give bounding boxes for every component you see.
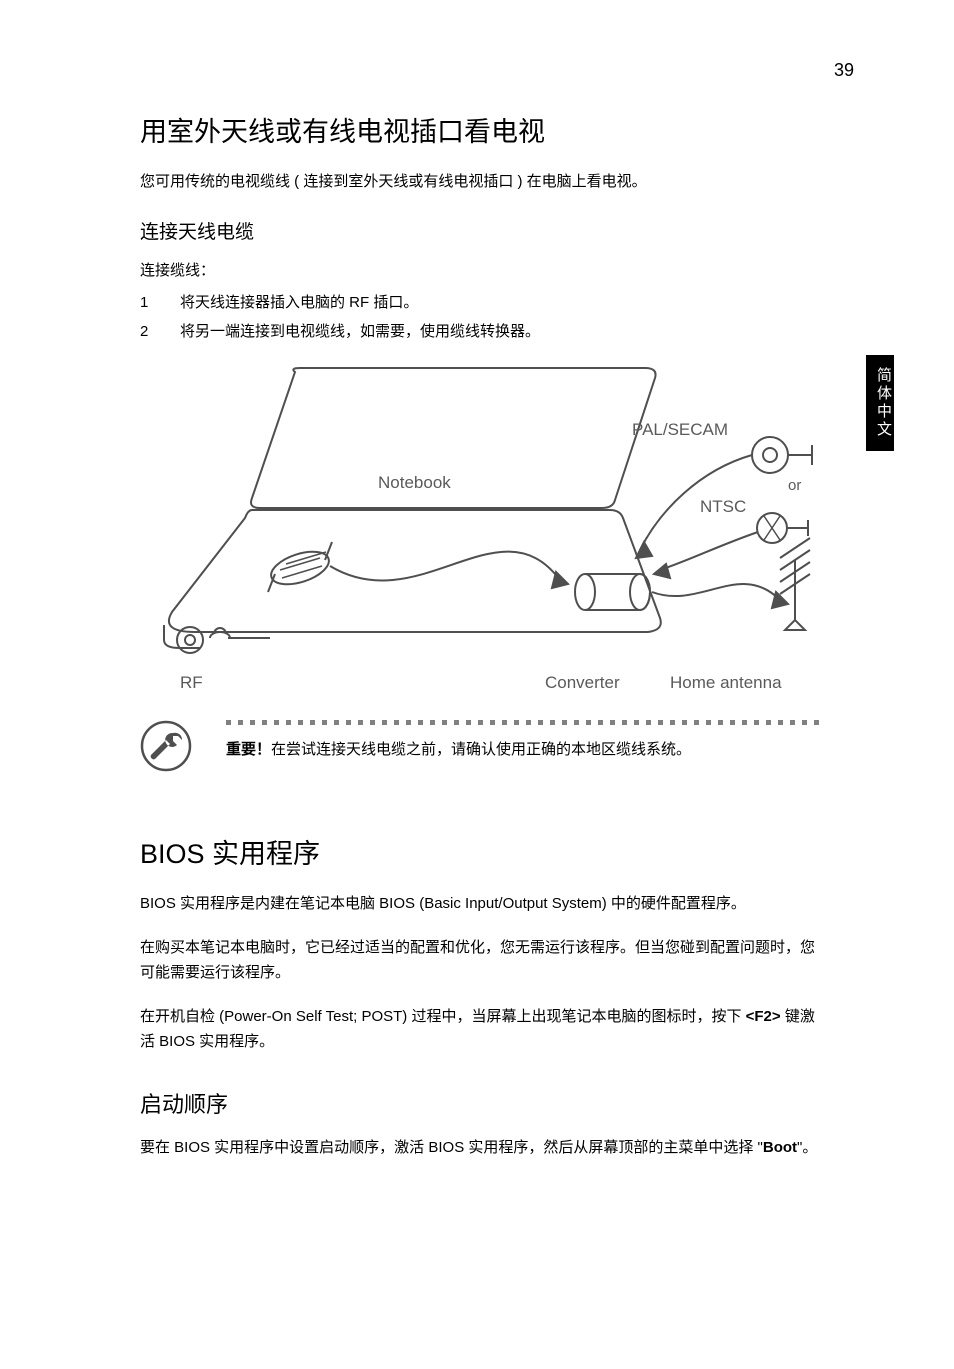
list-text: 将另一端连接到电视缆线，如需要，使用缆线转换器。 xyxy=(180,318,540,347)
p3-key: <F2> xyxy=(746,1008,781,1025)
section2-p1: BIOS 实用程序是内建在笔记本电脑 BIOS (Basic Input/Out… xyxy=(140,891,820,917)
list-number: 2 xyxy=(140,318,180,347)
section2-subhead: 启动顺序 xyxy=(140,1087,820,1119)
diagram-or-label: or xyxy=(788,477,801,494)
callout-icon-col xyxy=(140,720,226,777)
section1-title: 用室外天线或有线电视插口看电视 xyxy=(140,110,820,149)
callout-body: 重要！在尝试连接天线电缆之前，请确认使用正确的本地区缆线系统。 xyxy=(226,737,820,763)
callout-text-col: 重要！在尝试连接天线电缆之前，请确认使用正确的本地区缆线系统。 xyxy=(226,720,820,763)
diagram-pal-label: PAL/SECAM xyxy=(632,420,728,439)
section2-p3: 在开机自检 (Power-On Self Test; POST) 过程中，当屏幕… xyxy=(140,1004,820,1055)
section2-title: BIOS 实用程序 xyxy=(140,832,820,871)
antenna-diagram: Notebook RF Convert xyxy=(140,360,820,710)
callout-label: 重要！ xyxy=(226,741,271,758)
p4-key: Boot xyxy=(763,1139,797,1156)
language-tab: 简体中文 xyxy=(866,355,894,451)
section1-intro: 您可用传统的电视缆线 ( 连接到室外天线或有线电视插口 ) 在电脑上看电视。 xyxy=(140,169,820,195)
list-item: 2 将另一端连接到电视缆线，如需要，使用缆线转换器。 xyxy=(140,318,820,347)
important-callout: 重要！在尝试连接天线电缆之前，请确认使用正确的本地区缆线系统。 xyxy=(140,720,820,777)
p4-b: "。 xyxy=(797,1139,817,1156)
diagram-rf-label: RF xyxy=(180,673,203,692)
p3-a: 在开机自检 (Power-On Self Test; POST) 过程中，当屏幕… xyxy=(140,1008,746,1025)
list-text: 将天线连接器插入电脑的 RF 插口。 xyxy=(180,289,418,318)
section1-lead: 连接缆线： xyxy=(140,258,820,284)
section1-subhead: 连接天线电缆 xyxy=(140,217,820,244)
list-item: 1 将天线连接器插入电脑的 RF 插口。 xyxy=(140,289,820,318)
list-number: 1 xyxy=(140,289,180,318)
p4-a: 要在 BIOS 实用程序中设置启动顺序，激活 BIOS 实用程序，然后从屏幕顶部… xyxy=(140,1139,763,1156)
diagram-ntsc-label: NTSC xyxy=(700,497,746,516)
page-number: 39 xyxy=(834,60,854,81)
callout-text: 在尝试连接天线电缆之前，请确认使用正确的本地区缆线系统。 xyxy=(271,741,691,758)
section2-p4: 要在 BIOS 实用程序中设置启动顺序，激活 BIOS 实用程序，然后从屏幕顶部… xyxy=(140,1135,820,1161)
section2-p2: 在购买本笔记本电脑时，它已经过适当的配置和优化，您无需运行该程序。但当您碰到配置… xyxy=(140,935,820,986)
diagram-converter-label: Converter xyxy=(545,673,620,692)
wrench-icon xyxy=(140,720,192,772)
page-content: 用室外天线或有线电视插口看电视 您可用传统的电视缆线 ( 连接到室外天线或有线电… xyxy=(140,110,820,1178)
diagram-antenna-label: Home antenna xyxy=(670,673,782,692)
dotted-divider xyxy=(226,720,820,725)
diagram-notebook-label: Notebook xyxy=(378,473,451,492)
